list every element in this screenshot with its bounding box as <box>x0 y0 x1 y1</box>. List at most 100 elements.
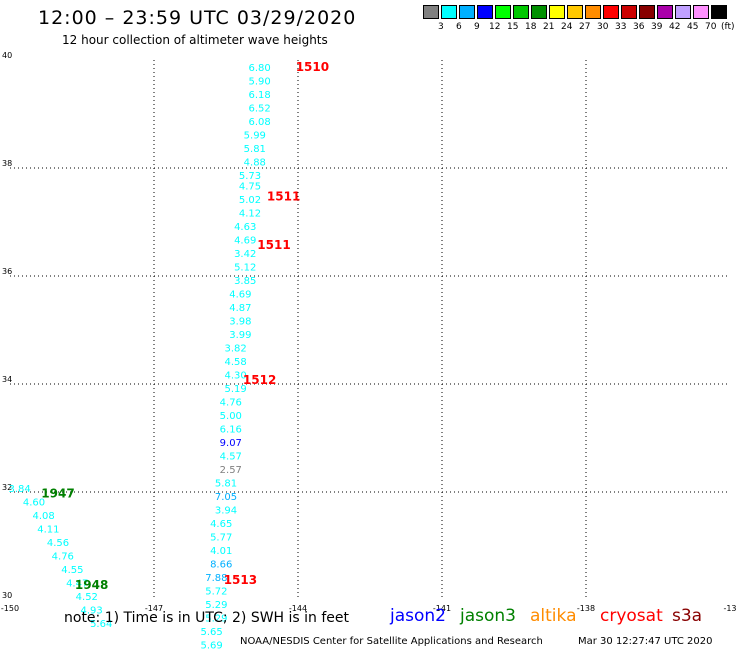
wave-height-value: 5.65 <box>200 627 222 638</box>
wave-height-value: 2.57 <box>220 465 242 476</box>
color-scale-label: 70 <box>705 22 717 32</box>
wave-height-value: 5.99 <box>244 130 266 141</box>
color-swatch <box>549 5 565 19</box>
wave-height-value: 4.65 <box>210 519 232 530</box>
lat-tick-label: 40 <box>2 51 12 60</box>
color-scale-label: 18 <box>525 22 537 32</box>
lon-tick-label: -141 <box>433 604 451 613</box>
color-swatch <box>639 5 655 19</box>
wave-height-value: 5.29 <box>205 600 227 611</box>
color-swatch <box>603 5 619 19</box>
lat-tick-label: 34 <box>2 375 12 384</box>
map-title: 12:00 – 23:59 UTC 03/29/2020 <box>38 7 357 29</box>
wave-height-value: 5.81 <box>215 479 237 490</box>
pass-time-label: 1511 <box>267 189 300 203</box>
lon-tick-label: -138 <box>577 604 595 613</box>
legend-jason3: jason3 <box>460 606 516 626</box>
color-scale-label: 42 <box>669 22 681 32</box>
wave-height-value: 4.88 <box>244 157 266 168</box>
footer-note: note: 1) Time is in UTC; 2) SWH is in fe… <box>64 610 350 626</box>
pass-time-label: 1511 <box>257 238 290 252</box>
wave-height-value: 3.82 <box>224 344 246 355</box>
color-scale-unit: (ft) <box>721 22 735 32</box>
color-swatch <box>693 5 709 19</box>
wave-height-value: 5.73 <box>239 171 261 182</box>
wave-height-value: 4.55 <box>61 565 83 576</box>
color-scale-label: 45 <box>687 22 699 32</box>
wave-height-value: 4.87 <box>229 303 251 314</box>
color-swatch <box>459 5 475 19</box>
color-swatch <box>513 5 529 19</box>
wave-height-value: 4.57 <box>220 452 242 463</box>
wave-height-value: 4.76 <box>220 398 242 409</box>
wave-height-value: 5.77 <box>210 533 232 544</box>
wave-height-value: 4.47 <box>66 579 88 590</box>
wave-height-value: 5.12 <box>234 263 256 274</box>
timestamp: Mar 30 12:27:47 UTC 2020 <box>578 636 713 647</box>
wave-height-value: 4.69 <box>234 236 256 247</box>
wave-height-value: 5.29 <box>205 614 227 625</box>
color-scale-label: 12 <box>489 22 501 32</box>
wave-height-value: 4.52 <box>76 592 98 603</box>
color-swatch <box>657 5 673 19</box>
pass-time-label: 1947 <box>41 486 74 500</box>
color-scale-label: 6 <box>456 22 462 32</box>
wave-height-value: 8.66 <box>210 560 232 571</box>
wave-height-value: 3.94 <box>215 506 237 517</box>
color-swatch <box>531 5 547 19</box>
map-subtitle: 12 hour collection of altimeter wave hei… <box>62 33 328 47</box>
lat-tick-label: 38 <box>2 159 12 168</box>
wave-height-value: 7.88 <box>205 573 227 584</box>
pass-time-label: 1513 <box>224 573 257 587</box>
wave-height-value: 4.30 <box>224 371 246 382</box>
lat-tick-label: 36 <box>2 267 12 276</box>
wave-height-value: 5.81 <box>244 144 266 155</box>
wave-height-value: 5.19 <box>224 384 246 395</box>
color-swatch <box>621 5 637 19</box>
lon-tick-label: -13 <box>723 604 736 613</box>
color-swatch <box>477 5 493 19</box>
credit-line: NOAA/NESDIS Center for Satellite Applica… <box>240 636 543 647</box>
wave-height-value: 5.90 <box>248 76 270 87</box>
color-scale-label: 30 <box>597 22 609 32</box>
wave-height-value: 6.08 <box>248 117 270 128</box>
wave-height-value: 3.85 <box>234 276 256 287</box>
wave-height-value: 4.58 <box>224 357 246 368</box>
lon-tick-label: -150 <box>1 604 19 613</box>
color-swatch <box>495 5 511 19</box>
legend-cryosat: cryosat <box>600 606 663 626</box>
lat-tick-label: 30 <box>2 591 12 600</box>
wave-height-value: 4.93 <box>80 606 102 617</box>
color-scale-label: 3 <box>438 22 444 32</box>
wave-height-value: 6.52 <box>248 103 270 114</box>
wave-height-value: 3.98 <box>229 317 251 328</box>
color-scale-label: 33 <box>615 22 627 32</box>
wave-height-value: 7.05 <box>215 492 237 503</box>
lon-tick-label: -147 <box>145 604 163 613</box>
lon-tick-label: -144 <box>289 604 307 613</box>
wave-height-value: 6.80 <box>248 63 270 74</box>
color-swatch <box>711 5 727 19</box>
color-scale-label: 36 <box>633 22 645 32</box>
legend-s3a: s3a <box>672 606 703 626</box>
wave-height-value: 4.75 <box>239 182 261 193</box>
wave-height-value: 6.18 <box>248 90 270 101</box>
color-swatch <box>423 5 439 19</box>
color-scale-label: 24 <box>561 22 573 32</box>
wave-height-value: 5.69 <box>200 641 222 650</box>
wave-height-value: 4.08 <box>32 511 54 522</box>
wave-height-value: 4.12 <box>239 209 261 220</box>
wave-height-value: 3.42 <box>234 249 256 260</box>
legend-jason2: jason2 <box>390 606 446 626</box>
color-swatch <box>675 5 691 19</box>
wave-height-value: 4.01 <box>210 546 232 557</box>
wave-height-value: 4.69 <box>229 290 251 301</box>
wave-height-value: 4.56 <box>47 538 69 549</box>
color-swatch <box>441 5 457 19</box>
color-swatch <box>567 5 583 19</box>
lat-tick-label: 32 <box>2 483 12 492</box>
wave-height-value: 9.07 <box>220 438 242 449</box>
wave-height-value: 4.76 <box>52 552 74 563</box>
wave-height-value: 3.99 <box>229 330 251 341</box>
